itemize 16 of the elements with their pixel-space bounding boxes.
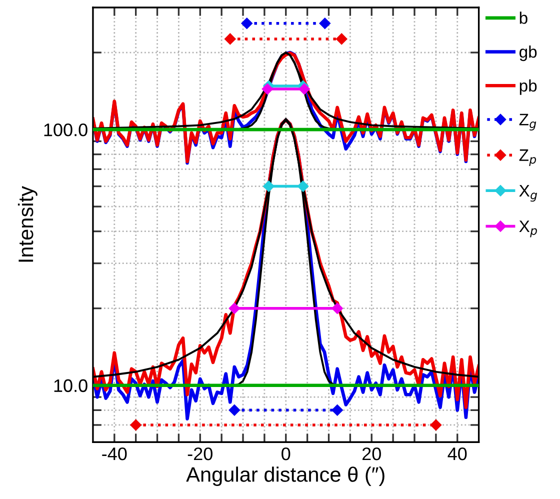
x-tick-label: -40 [102,447,127,460]
legend-label: X$_{g}$ [519,185,538,202]
legend-label: Z$_{p}$ [519,149,536,166]
x-tick-label: -20 [188,447,212,460]
legend-label: gb [520,46,537,62]
y-tick-label: 100.0 [44,123,88,136]
x-tick-label: 20 [362,447,381,460]
x-tick-label: 40 [448,447,467,460]
legend-label: pb [520,79,537,95]
legend-label: b [520,12,528,24]
x-axis-title: Angular distance θ (″) [186,466,384,486]
legend-label: Z$_{g}$ [519,114,536,130]
legend-label: X$_{p}$ [519,220,537,238]
y-axis-title: Intensity [18,186,38,262]
y-tick-label: 10.0 [54,379,88,392]
x-tick-label: 0 [282,447,290,460]
